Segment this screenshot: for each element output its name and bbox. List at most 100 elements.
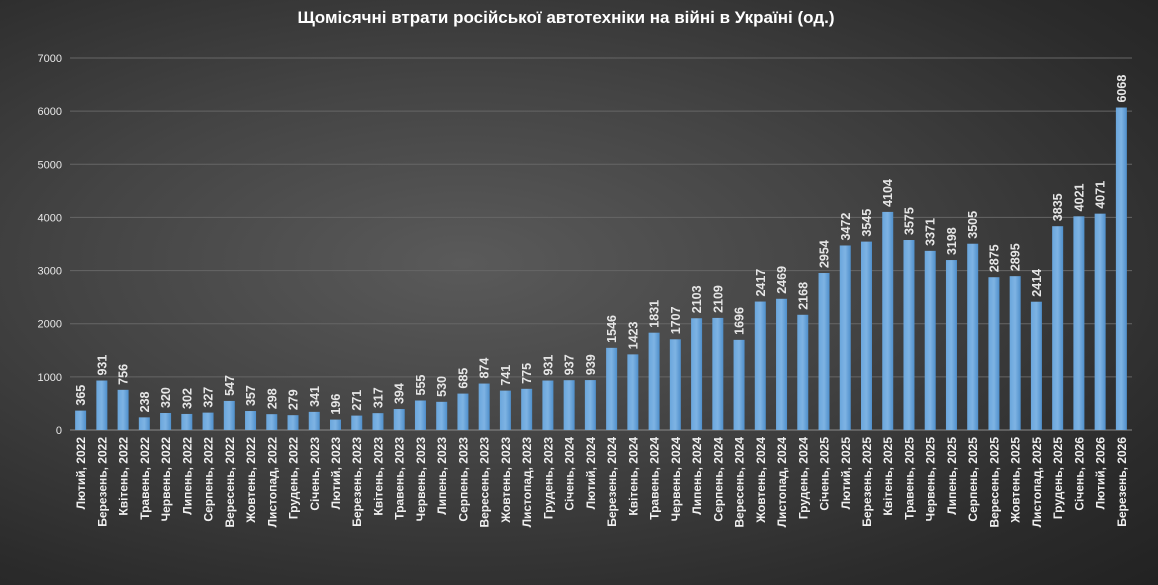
x-tick-label: Травень, 2023 xyxy=(393,437,407,520)
data-label: 320 xyxy=(159,387,173,408)
x-tick-label: Квітень, 2024 xyxy=(626,437,640,516)
data-label: 3371 xyxy=(924,218,938,246)
bar xyxy=(606,347,618,430)
bar xyxy=(1115,107,1127,430)
data-label: 4071 xyxy=(1094,181,1108,209)
x-tick-label: Вересень, 2024 xyxy=(733,437,747,528)
data-label: 874 xyxy=(478,358,492,379)
data-label: 2414 xyxy=(1030,269,1044,297)
y-tick-label: 5000 xyxy=(38,159,62,171)
x-tick-label: Січень, 2025 xyxy=(818,437,832,511)
bar xyxy=(818,273,830,430)
data-label: 756 xyxy=(117,364,131,385)
data-label: 931 xyxy=(541,355,555,376)
x-tick-label: Листопад, 2024 xyxy=(775,437,789,528)
bar xyxy=(903,240,915,430)
y-tick-label: 3000 xyxy=(38,266,62,278)
y-tick-label: 2000 xyxy=(38,319,62,331)
x-tick-label: Жовтень, 2024 xyxy=(754,437,768,524)
y-tick-label: 7000 xyxy=(38,53,62,65)
bar xyxy=(414,400,426,430)
bar xyxy=(117,389,129,430)
bar xyxy=(627,354,639,430)
data-label: 271 xyxy=(350,390,364,411)
x-tick-label: Квітень, 2022 xyxy=(117,437,131,516)
data-label: 2417 xyxy=(754,269,768,297)
x-tick-label: Листопад, 2023 xyxy=(520,437,534,528)
data-label: 741 xyxy=(499,365,513,386)
x-tick-label: Січень, 2023 xyxy=(308,437,322,511)
data-label: 555 xyxy=(414,375,428,396)
bar xyxy=(223,400,235,430)
data-label: 196 xyxy=(329,394,343,415)
bar xyxy=(733,339,745,430)
bar xyxy=(1009,276,1021,430)
data-label: 4021 xyxy=(1072,183,1086,211)
bar xyxy=(1052,226,1064,430)
x-tick-label: Грудень, 2022 xyxy=(287,437,301,519)
bar xyxy=(330,419,341,430)
data-label: 3472 xyxy=(839,213,853,241)
bar xyxy=(839,245,851,430)
data-label: 685 xyxy=(456,368,470,389)
data-label: 1831 xyxy=(648,300,662,328)
x-tick-label: Червень, 2023 xyxy=(414,437,428,522)
data-label: 6068 xyxy=(1115,75,1129,103)
data-label: 298 xyxy=(265,388,279,409)
data-label: 2895 xyxy=(1009,243,1023,271)
x-tick-label: Лютий, 2024 xyxy=(584,437,598,510)
data-label: 1546 xyxy=(605,315,619,343)
bar xyxy=(542,380,554,430)
data-label: 3835 xyxy=(1051,193,1065,221)
x-tick-label: Березень, 2026 xyxy=(1115,437,1129,527)
x-tick-label: Липень, 2023 xyxy=(435,437,449,515)
bar xyxy=(754,301,766,430)
x-tick-label: Червень, 2022 xyxy=(159,437,173,522)
bar xyxy=(945,260,957,430)
bar xyxy=(776,298,788,430)
data-label: 2103 xyxy=(690,285,704,313)
y-tick-label: 0 xyxy=(56,425,62,437)
y-tick-label: 4000 xyxy=(38,212,62,224)
x-tick-label: Квітень, 2023 xyxy=(371,437,385,516)
x-tick-label: Лютий, 2026 xyxy=(1094,437,1108,510)
data-label: 1707 xyxy=(669,306,683,334)
data-label: 931 xyxy=(95,355,109,376)
data-label: 1423 xyxy=(626,322,640,350)
bar xyxy=(1030,301,1042,430)
data-label: 317 xyxy=(371,387,385,408)
data-label: 3545 xyxy=(860,209,874,237)
x-tick-label: Березень, 2025 xyxy=(860,437,874,527)
bar xyxy=(202,412,214,430)
bar xyxy=(393,409,405,430)
x-tick-label: Жовтень, 2025 xyxy=(1009,437,1023,524)
data-label: 302 xyxy=(180,388,194,409)
x-tick-label: Жовтень, 2022 xyxy=(244,437,258,524)
data-label: 530 xyxy=(435,376,449,397)
bar xyxy=(882,211,894,430)
x-tick-label: Липень, 2022 xyxy=(180,437,194,515)
x-tick-label: Червень, 2024 xyxy=(669,437,683,522)
data-label: 2875 xyxy=(987,244,1001,272)
data-label: 775 xyxy=(520,363,534,384)
bar xyxy=(1094,213,1106,430)
x-tick-label: Січень, 2024 xyxy=(563,437,577,511)
x-tick-label: Березень, 2022 xyxy=(95,437,109,527)
bar xyxy=(96,380,108,430)
data-label: 365 xyxy=(74,385,88,406)
x-tick-label: Грудень, 2025 xyxy=(1051,437,1065,519)
bar xyxy=(967,243,979,430)
x-tick-label: Жовтень, 2023 xyxy=(499,437,513,524)
bar xyxy=(181,413,193,430)
x-tick-label: Вересень, 2023 xyxy=(478,437,492,528)
bar xyxy=(75,410,87,430)
x-tick-label: Березень, 2023 xyxy=(350,437,364,527)
data-label: 4104 xyxy=(881,179,895,207)
bar xyxy=(499,390,511,430)
data-label: 937 xyxy=(563,354,577,375)
data-label: 3575 xyxy=(902,207,916,235)
bar xyxy=(924,250,936,430)
bar xyxy=(478,383,490,430)
bar xyxy=(584,380,596,430)
